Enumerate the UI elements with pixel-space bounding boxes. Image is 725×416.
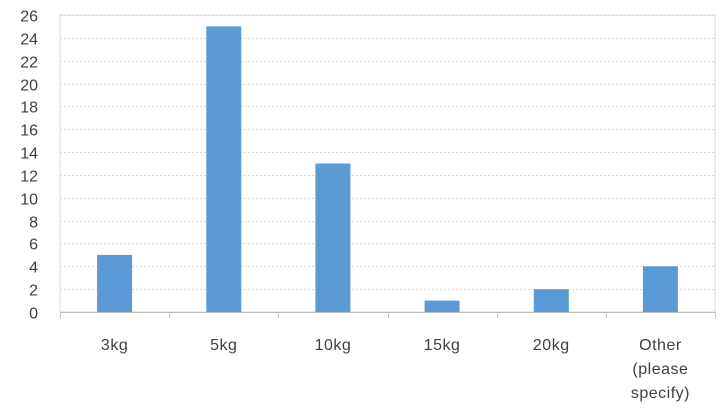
x-tick-label: 5kg [210, 337, 237, 354]
axes [60, 312, 716, 318]
x-tick-label: 15kg [424, 337, 461, 354]
gridlines [59, 14, 716, 313]
y-tick-label: 24 [20, 32, 38, 49]
x-tick-label: Other (please specify) [631, 337, 690, 402]
y-tick-label: 22 [20, 55, 38, 72]
y-tick-label: 16 [20, 123, 38, 140]
y-tick-label: 6 [29, 237, 38, 254]
y-tick-label: 10 [20, 192, 38, 209]
y-tick-label: 0 [29, 306, 38, 323]
bar [97, 254, 133, 312]
bar [424, 300, 460, 312]
plot-area-border [59, 14, 716, 313]
bar [206, 26, 242, 313]
y-tick-label: 14 [20, 146, 38, 163]
y-tick-label: 26 [20, 9, 38, 26]
y-tick-label: 2 [29, 283, 38, 300]
x-tick-label: 3kg [101, 337, 128, 354]
y-tick-label: 4 [29, 260, 38, 277]
y-tick-label: 12 [20, 169, 38, 186]
x-tick-labels: 3kg 5kg 10kg 15kg 20kg Other (please specify) [101, 337, 690, 402]
bar [533, 289, 569, 312]
bars [97, 26, 678, 313]
y-tick-label: 8 [29, 215, 38, 232]
y-tick-label: 18 [20, 100, 38, 117]
x-tick-label: 10kg [315, 337, 352, 354]
bar [642, 266, 678, 312]
y-tick-label: 20 [20, 78, 38, 95]
x-tick-label: 20kg [533, 337, 570, 354]
bar [315, 163, 351, 312]
